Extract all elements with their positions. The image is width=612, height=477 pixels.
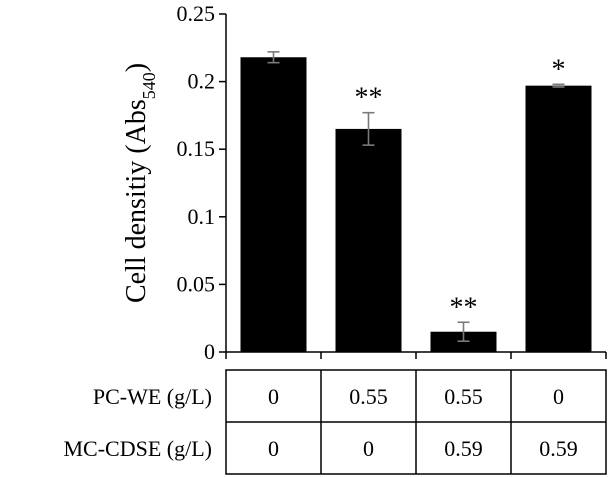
significance-label: ** <box>450 292 478 323</box>
y-axis-title-close: ) <box>121 63 152 72</box>
significance-label: ** <box>355 83 383 114</box>
y-tick-label: 0.2 <box>188 69 216 94</box>
y-tick-label: 0.1 <box>188 204 216 229</box>
x-axis <box>225 351 607 359</box>
bars <box>240 57 592 352</box>
y-axis-title-subscript: 540 <box>139 72 159 99</box>
bar <box>525 85 592 352</box>
error-bars <box>267 51 565 342</box>
bar <box>240 57 307 352</box>
y-axis: 0 0.05 0.1 0.15 0.2 0.25 <box>177 1 227 364</box>
table-row-label: PC-WE (g/L) <box>93 384 212 409</box>
significance-label: * <box>552 54 566 85</box>
table-cell: 0 <box>553 384 564 409</box>
table-cell: 0.55 <box>349 384 388 409</box>
table-row-label: MC-CDSE (g/L) <box>64 436 213 461</box>
table-cell: 0.55 <box>444 384 483 409</box>
table-cell: 0 <box>268 436 279 461</box>
table-cell: 0.59 <box>539 436 578 461</box>
bar <box>335 128 402 352</box>
y-axis-title: Cell densitiy (Abs540) <box>121 63 159 303</box>
y-axis-title-main: Cell densitiy (Abs <box>121 99 152 303</box>
y-axis-title-text: Cell densitiy (Abs540) <box>121 63 159 303</box>
y-tick-label: 0 <box>204 339 215 364</box>
y-tick-label: 0.05 <box>177 271 216 296</box>
condition-table: PC-WE (g/L) 0 0.55 0.55 0 MC-CDSE (g/L) 0 0 0.59… <box>64 369 607 475</box>
table-cell: 0 <box>268 384 279 409</box>
table-cell: 0 <box>363 436 374 461</box>
y-tick-label: 0.15 <box>177 136 216 161</box>
table-cell: 0.59 <box>444 436 483 461</box>
significance-labels: ***** <box>355 54 566 323</box>
y-tick-label: 0.25 <box>177 1 216 26</box>
